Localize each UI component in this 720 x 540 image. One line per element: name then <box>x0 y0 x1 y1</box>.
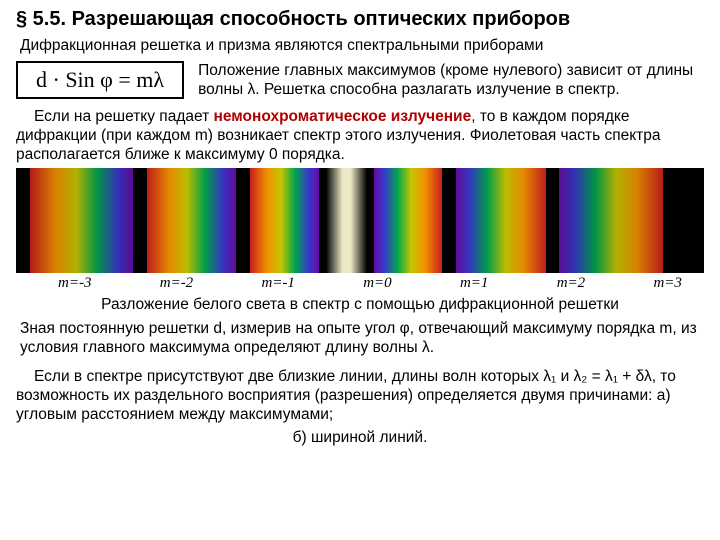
spectrum-caption: Разложение белого света в спектр с помощ… <box>16 296 704 314</box>
paragraph-nonmono: Если на решетку падает немонохроматическ… <box>16 108 704 165</box>
spectrum-gap <box>367 168 374 273</box>
nonmono-term: немонохроматическое излучение <box>214 108 472 125</box>
spectrum-gap <box>319 168 326 273</box>
spectrum-gap <box>663 168 677 273</box>
spectrum-order-band <box>147 168 236 273</box>
spectrum-order-band <box>374 168 443 273</box>
order-label: m=3 <box>653 275 681 292</box>
spectrum-center <box>326 168 367 273</box>
paragraph-measure: Зная постоянную решетки d, измерив на оп… <box>16 320 704 358</box>
subtitle: Дифракционная решетка и призма являются … <box>16 37 704 55</box>
spectrum-gap <box>133 168 147 273</box>
spectrum-gap <box>442 168 456 273</box>
order-label: m=-2 <box>160 275 193 292</box>
order-label: m=1 <box>460 275 488 292</box>
formula-row: d · Sin φ = mλ Положение главных максиму… <box>16 61 704 100</box>
order-label: m=-1 <box>261 275 294 292</box>
order-label: m=2 <box>557 275 585 292</box>
paragraph-two-lines-b: б) шириной линий. <box>16 429 704 448</box>
diffraction-spectrum <box>16 168 704 273</box>
spectrum-order-band <box>559 168 662 273</box>
formula-box: d · Sin φ = mλ <box>16 61 184 99</box>
spectrum-gap <box>546 168 560 273</box>
formula-side-text: Положение главных максимумов (кроме нуле… <box>198 61 704 100</box>
order-label: m=0 <box>363 275 391 292</box>
order-label: m=-3 <box>58 275 91 292</box>
spectrum-order-band <box>456 168 545 273</box>
spectrum-order-band <box>30 168 133 273</box>
para1-pre: Если на решетку падает <box>34 108 214 125</box>
spectrum-gap <box>236 168 250 273</box>
order-labels-row: m=-3 m=-2 m=-1 m=0 m=1 m=2 m=3 <box>16 275 704 292</box>
spectrum-order-band <box>250 168 319 273</box>
section-title: § 5.5. Разрешающая способность оптически… <box>16 8 704 31</box>
paragraph-two-lines: Если в спектре присутствуют две близкие … <box>16 368 704 425</box>
spectrum-gap <box>16 168 30 273</box>
